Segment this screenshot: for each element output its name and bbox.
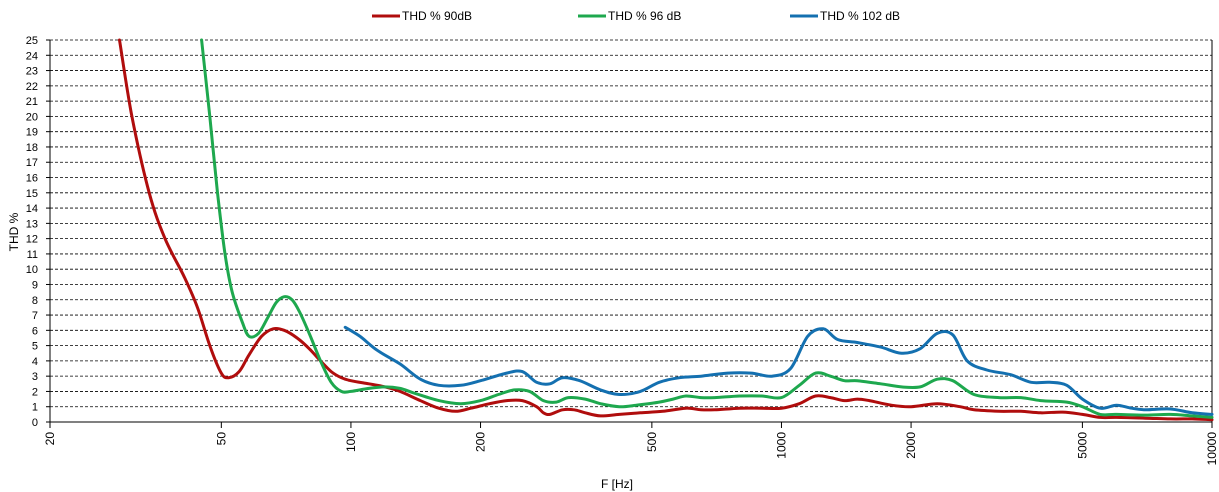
series-line-0 (118, 38, 1214, 422)
y-tick-label: 11 (27, 249, 38, 261)
y-tick-label: 25 (26, 35, 38, 47)
y-tick-label: 2 (32, 386, 38, 398)
x-tick-label: 10000 (1205, 432, 1219, 466)
x-tick-label: 5000 (1075, 432, 1089, 459)
x-tick-label: 200 (474, 432, 488, 452)
y-tick-label: 4 (32, 356, 38, 368)
y-tick-label: 8 (32, 295, 38, 307)
y-tick-label: 17 (26, 157, 38, 169)
y-tick-label: 15 (26, 188, 38, 200)
legend-label: THD % 102 dB (820, 9, 900, 23)
y-tick-label: 12 (26, 234, 38, 246)
y-tick-label: 0 (32, 417, 38, 429)
y-tick-label: 3 (32, 371, 38, 383)
x-tick-label: 50 (214, 432, 228, 446)
y-tick-label: 9 (32, 279, 38, 291)
x-tick-labels: 20 50 100 200 500 1000 2000 5000 10000 (43, 432, 1219, 466)
y-tick-label: 13 (26, 218, 38, 230)
legend: THD % 90dB THD % 96 dB THD % 102 dB (372, 9, 900, 23)
y-tick-label: 5 (32, 341, 38, 353)
legend-label: THD % 90dB (402, 9, 472, 23)
y-tick-label: 16 (26, 173, 38, 185)
y-axis-title: THD % (7, 212, 21, 251)
y-tick-label: 10 (26, 264, 38, 276)
y-tick-label: 6 (32, 325, 38, 337)
x-tick-label: 100 (344, 432, 358, 452)
series-lines (118, 38, 1214, 422)
x-tick-label: 2000 (904, 432, 918, 459)
series-line-1 (200, 38, 1214, 419)
x-axis-title: F [Hz] (601, 477, 633, 491)
series-line-2 (343, 325, 1214, 416)
y-tick-label: 18 (26, 142, 38, 154)
y-tick-label: 21 (26, 96, 38, 108)
y-tick-label: 22 (26, 81, 38, 93)
y-tick-label: 23 (26, 66, 38, 78)
x-tick-label: 500 (645, 432, 659, 452)
y-tick-label: 20 (26, 111, 38, 123)
axes (46, 39, 1213, 428)
y-tick-label: 24 (26, 50, 38, 62)
y-tick-label: 1 (32, 402, 38, 414)
grid-lines (50, 39, 1212, 408)
legend-label: THD % 96 dB (608, 9, 681, 23)
y-tick-label: 7 (32, 310, 38, 322)
y-tick-label: 14 (26, 203, 38, 215)
y-tick-labels: 0123456789101112131415161718192021222324… (26, 35, 38, 429)
y-tick-label: 19 (26, 127, 38, 139)
x-tick-label: 20 (43, 432, 57, 446)
x-tick-label: 1000 (774, 432, 788, 459)
